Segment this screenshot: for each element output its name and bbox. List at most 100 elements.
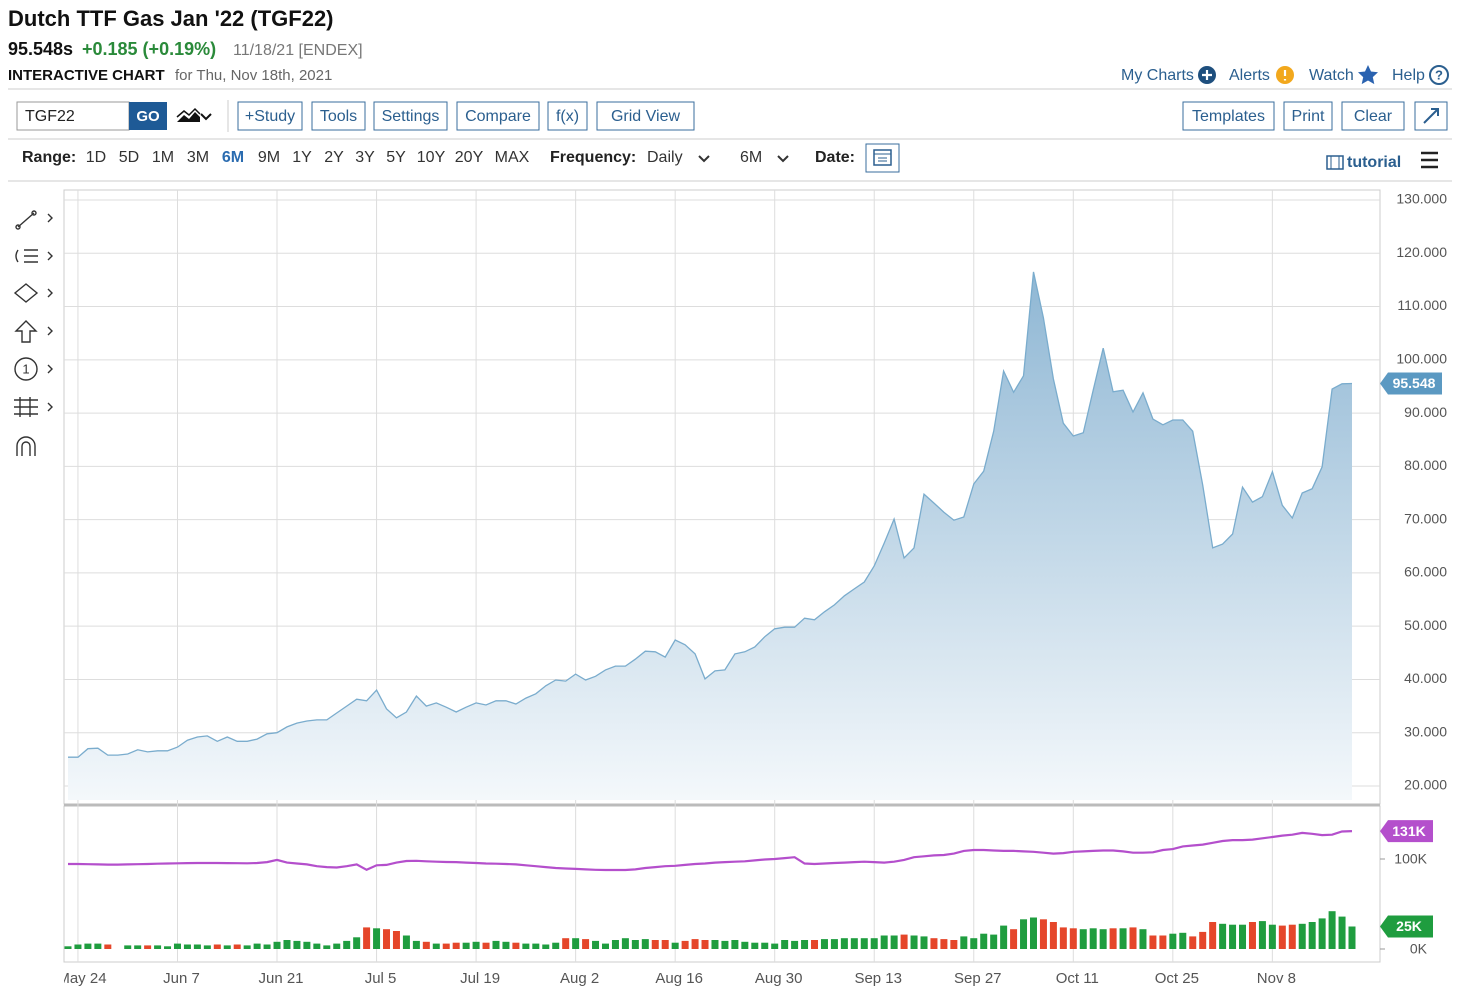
watch-icon: [1358, 65, 1378, 85]
volume-bar: [64, 946, 72, 949]
tool-arrow[interactable]: [14, 320, 38, 343]
price-line: [68, 271, 1353, 758]
top-link[interactable]: Help: [1392, 67, 1425, 84]
period-value[interactable]: 6M: [740, 149, 762, 166]
button-frame[interactable]: [373, 101, 448, 131]
top-link[interactable]: Alerts: [1229, 67, 1270, 84]
volume-bar: [1288, 924, 1296, 949]
volume-bar: [572, 938, 580, 949]
range-option[interactable]: 10Y: [417, 149, 446, 166]
volume-bar: [452, 942, 460, 949]
volume-bar: [1129, 927, 1137, 949]
toolbar-button[interactable]: Settings: [373, 101, 448, 131]
volume-bar: [512, 942, 520, 949]
price-change: +0.185 (+0.19%): [82, 39, 216, 59]
range-option[interactable]: 1M: [152, 149, 174, 166]
chevron[interactable]: [200, 113, 212, 121]
range-option[interactable]: 9M: [258, 149, 280, 166]
volume-bar: [552, 942, 560, 949]
toolbar-button[interactable]: Compare: [456, 101, 540, 131]
button-frame[interactable]: [1283, 101, 1333, 131]
volume-bar: [970, 938, 978, 949]
volume-bar: [691, 939, 699, 949]
volume-bar: [1020, 919, 1028, 949]
range-option[interactable]: 20Y: [455, 149, 484, 166]
button-label[interactable]: f(x): [556, 108, 579, 125]
tutorial-link[interactable]: tutorial: [1347, 154, 1401, 171]
volume-bar: [213, 944, 221, 949]
toolbar-button[interactable]: +Study: [237, 101, 303, 131]
y-tick-label: 60.000: [1404, 564, 1447, 580]
chart-type-icon[interactable]: [177, 112, 200, 122]
button-frame[interactable]: [1182, 101, 1275, 131]
volume-bar: [343, 940, 351, 949]
y-tick-label: 110.000: [1397, 297, 1447, 313]
button-frame[interactable]: [456, 101, 540, 131]
frequency-value[interactable]: Daily: [647, 149, 683, 166]
volume-bar: [542, 944, 550, 949]
volume-bar: [412, 940, 420, 949]
volume-bar: [890, 935, 898, 949]
toolbar-button[interactable]: Templates: [1182, 101, 1275, 131]
symbol-input[interactable]: [16, 101, 130, 131]
button-label[interactable]: Print: [1292, 108, 1325, 125]
tutorial-icon: [1326, 155, 1344, 170]
tool-fib[interactable]: [15, 249, 38, 263]
range-option[interactable]: MAX: [495, 149, 530, 166]
volume-bar: [333, 943, 341, 949]
volume-bar: [1179, 932, 1187, 949]
symbol-text[interactable]: TGF22: [25, 108, 75, 125]
range-option[interactable]: 3M: [187, 149, 209, 166]
button-label[interactable]: Templates: [1192, 108, 1265, 125]
volume-bar: [980, 933, 988, 949]
tool-line[interactable]: [17, 212, 35, 228]
range-option[interactable]: 6M: [222, 149, 244, 166]
go-text[interactable]: GO: [136, 108, 160, 125]
x-tick-label: Oct 25: [1155, 970, 1199, 987]
volume-bar: [671, 942, 679, 949]
expand-icon: [1423, 108, 1439, 124]
button-label[interactable]: Compare: [465, 108, 531, 125]
x-tick-label: Jun 21: [258, 970, 303, 987]
button-frame[interactable]: [237, 101, 303, 131]
button-frame[interactable]: [596, 101, 695, 131]
tool-shape[interactable]: [13, 283, 39, 303]
chevron[interactable]: [777, 155, 789, 163]
toolbar-button[interactable]: Print: [1283, 101, 1333, 131]
range-option[interactable]: 3Y: [355, 149, 375, 166]
button-frame[interactable]: [1341, 101, 1405, 131]
button-frame[interactable]: [547, 101, 588, 131]
toolbar-button[interactable]: Grid View: [596, 101, 695, 131]
top-link[interactable]: Watch: [1309, 67, 1354, 84]
range-option[interactable]: 1Y: [292, 149, 312, 166]
expand-button[interactable]: [1414, 101, 1448, 131]
volume-bar: [900, 934, 908, 949]
button-label[interactable]: +Study: [245, 108, 295, 125]
toolbar-button[interactable]: Clear: [1341, 101, 1405, 131]
toolbar-button[interactable]: Tools: [311, 101, 366, 131]
tool-chevrons[interactable]: [47, 213, 53, 412]
chevron[interactable]: [698, 155, 710, 163]
volume-bar: [820, 939, 828, 949]
volume-bar: [193, 944, 201, 949]
range-option[interactable]: 2Y: [324, 149, 344, 166]
button-label[interactable]: Clear: [1354, 108, 1393, 125]
toolbar-button[interactable]: f(x): [547, 101, 588, 131]
menu-icon[interactable]: [1421, 151, 1438, 169]
top-link[interactable]: My Charts: [1121, 67, 1194, 84]
tool-note[interactable]: [14, 357, 38, 381]
drawing-tools: 1: [13, 210, 53, 456]
volume-bar: [731, 940, 739, 949]
button-label[interactable]: Tools: [320, 108, 357, 125]
button-frame[interactable]: [311, 101, 366, 131]
tool-measure[interactable]: [14, 397, 38, 417]
range-option[interactable]: 1D: [86, 149, 106, 166]
tool-magnet[interactable]: [16, 436, 36, 456]
button-label[interactable]: Settings: [382, 108, 440, 125]
range-option[interactable]: 5D: [119, 149, 139, 166]
open-interest-line: [68, 830, 1353, 872]
go-button[interactable]: [129, 102, 167, 130]
button-label[interactable]: Grid View: [611, 108, 681, 125]
volume-bar: [1109, 928, 1117, 949]
range-option[interactable]: 5Y: [386, 149, 406, 166]
